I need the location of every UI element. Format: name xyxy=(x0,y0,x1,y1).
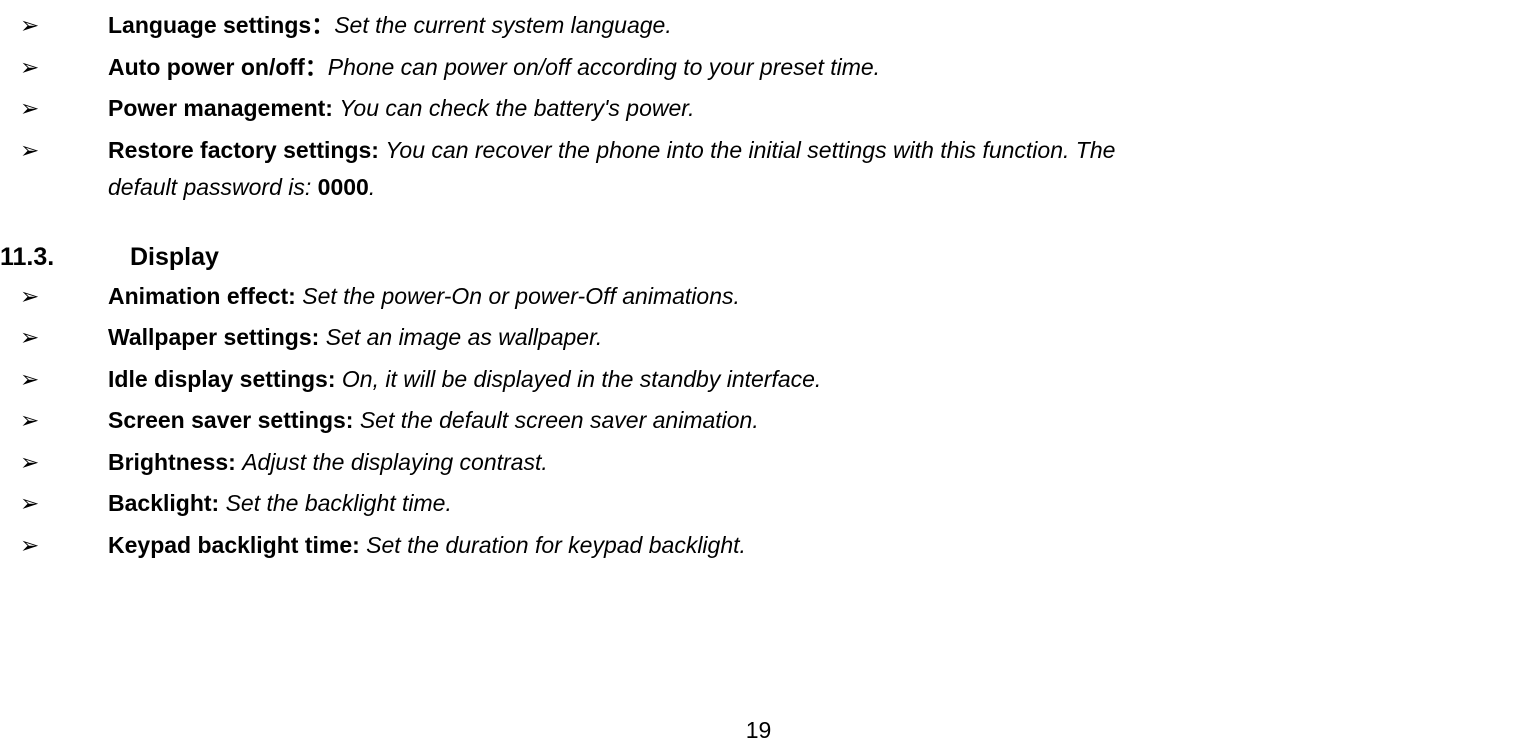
item-title: Animation effect: xyxy=(108,283,302,309)
item-desc: Set an image as wallpaper. xyxy=(326,324,603,350)
bullet-icon: ➢ xyxy=(0,279,108,314)
bullet-icon: ➢ xyxy=(0,486,108,521)
list-item: ➢ Idle display settings: On, it will be … xyxy=(0,362,1497,397)
list-item: ➢ Language settings：Set the current syst… xyxy=(0,8,1497,43)
item-text: Idle display settings: On, it will be di… xyxy=(108,362,1497,397)
item-desc: Phone can power on/off according to your… xyxy=(328,54,880,80)
item-title: Language settings： xyxy=(108,12,334,38)
item-desc: Set the default screen saver animation. xyxy=(360,407,759,433)
item-title: Keypad backlight time: xyxy=(108,532,366,558)
item-title: Power management: xyxy=(108,95,339,121)
bullet-icon: ➢ xyxy=(0,403,108,438)
item-text: Power management: You can check the batt… xyxy=(108,91,1497,126)
bullet-icon: ➢ xyxy=(0,445,108,480)
list-item: ➢ Screen saver settings: Set the default… xyxy=(0,403,1497,438)
section-heading: 11.3. Display xyxy=(0,243,1497,272)
item-title: Backlight: xyxy=(108,490,226,516)
item-text: Brightness: Adjust the displaying contra… xyxy=(108,445,1497,480)
bullet-icon: ➢ xyxy=(0,133,108,168)
item-desc: You can check the battery's power. xyxy=(339,95,694,121)
item-text: Language settings：Set the current system… xyxy=(108,8,1497,43)
list-item: ➢ Power management: You can check the ba… xyxy=(0,91,1497,126)
item-text: Wallpaper settings: Set an image as wall… xyxy=(108,320,1497,355)
continuation-prefix: default password is: xyxy=(108,174,318,200)
item-title: Restore factory settings: xyxy=(108,137,385,163)
item-text: Restore factory settings: You can recove… xyxy=(108,133,1497,168)
section-title: Display xyxy=(130,243,219,272)
item-desc: Set the backlight time. xyxy=(226,490,452,516)
list-item: ➢ Auto power on/off：Phone can power on/o… xyxy=(0,50,1497,85)
item-title: Idle display settings: xyxy=(108,366,342,392)
list-item: ➢ Restore factory settings: You can reco… xyxy=(0,133,1497,168)
item-desc: Set the current system language. xyxy=(334,12,672,38)
item-desc: Set the duration for keypad backlight. xyxy=(366,532,746,558)
item-text: Screen saver settings: Set the default s… xyxy=(108,403,1497,438)
item-continuation: default password is: 0000. xyxy=(0,170,1497,205)
item-desc: On, it will be displayed in the standby … xyxy=(342,366,821,392)
list-item: ➢ Keypad backlight time: Set the duratio… xyxy=(0,528,1497,563)
item-desc: Adjust the displaying contrast. xyxy=(242,449,548,475)
item-title: Screen saver settings: xyxy=(108,407,360,433)
item-text: Keypad backlight time: Set the duration … xyxy=(108,528,1497,563)
section-number: 11.3. xyxy=(0,243,130,272)
item-desc: You can recover the phone into the initi… xyxy=(385,137,1115,163)
item-text: Animation effect: Set the power-On or po… xyxy=(108,279,1497,314)
continuation-suffix: . xyxy=(369,174,375,200)
item-desc: Set the power-On or power-Off animations… xyxy=(302,283,740,309)
page-number: 19 xyxy=(0,717,1517,744)
item-text: Backlight: Set the backlight time. xyxy=(108,486,1497,521)
list-item: ➢ Backlight: Set the backlight time. xyxy=(0,486,1497,521)
document-content: ➢ Language settings：Set the current syst… xyxy=(0,0,1517,562)
list-item: ➢ Brightness: Adjust the displaying cont… xyxy=(0,445,1497,480)
password-value: 0000 xyxy=(318,174,369,200)
item-title: Wallpaper settings: xyxy=(108,324,326,350)
item-title: Brightness: xyxy=(108,449,242,475)
item-text: Auto power on/off：Phone can power on/off… xyxy=(108,50,1497,85)
list-item: ➢ Wallpaper settings: Set an image as wa… xyxy=(0,320,1497,355)
list-item: ➢ Animation effect: Set the power-On or … xyxy=(0,279,1497,314)
bullet-icon: ➢ xyxy=(0,362,108,397)
bullet-icon: ➢ xyxy=(0,8,108,43)
bullet-icon: ➢ xyxy=(0,528,108,563)
item-title: Auto power on/off： xyxy=(108,54,328,80)
bullet-icon: ➢ xyxy=(0,91,108,126)
bullet-icon: ➢ xyxy=(0,50,108,85)
bullet-icon: ➢ xyxy=(0,320,108,355)
